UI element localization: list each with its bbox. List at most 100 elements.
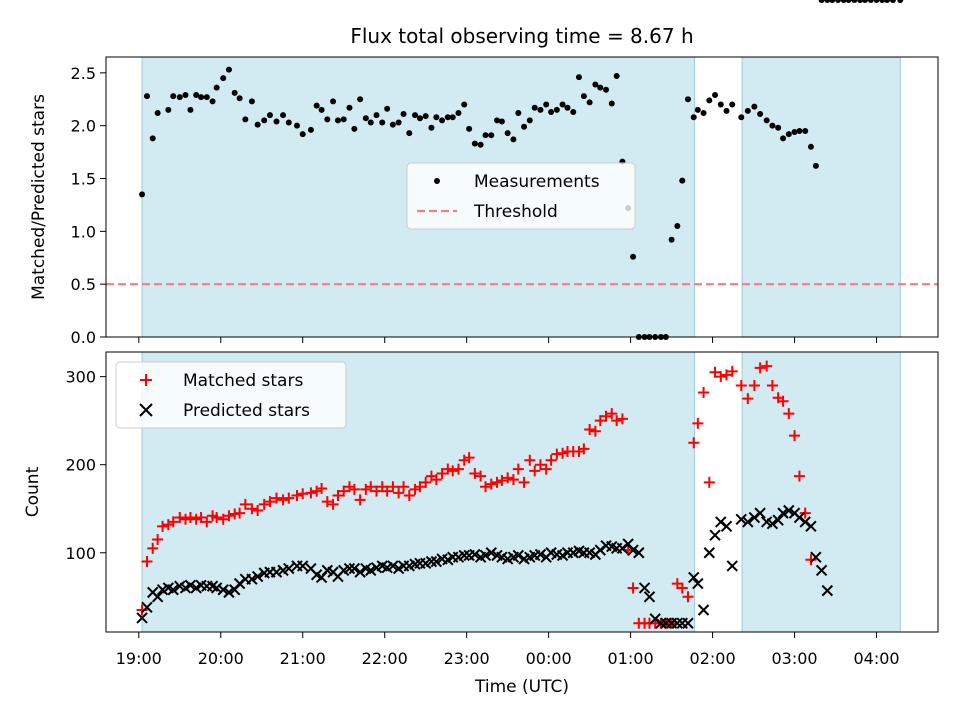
y-axis-label-bottom: Count xyxy=(23,466,43,517)
data-point xyxy=(763,117,770,124)
data-point xyxy=(709,529,721,541)
data-point xyxy=(793,470,805,482)
data-point xyxy=(502,472,514,484)
data-point xyxy=(143,93,150,100)
data-point xyxy=(223,586,235,599)
data-point xyxy=(559,101,566,108)
data-point xyxy=(162,519,174,531)
data-point xyxy=(498,118,505,125)
legend-box xyxy=(406,162,636,230)
data-point xyxy=(324,116,331,123)
data-point xyxy=(692,577,704,590)
data-point xyxy=(584,423,596,435)
data-point xyxy=(643,591,656,603)
data-point xyxy=(167,584,179,596)
data-point xyxy=(384,105,391,112)
data-point xyxy=(151,591,164,603)
data-point xyxy=(316,482,328,494)
data-point xyxy=(381,485,393,497)
data-point xyxy=(223,510,235,522)
data-point xyxy=(184,512,196,524)
data-point xyxy=(557,447,569,459)
data-point xyxy=(367,119,374,126)
data-point xyxy=(785,131,792,138)
data-point xyxy=(873,0,880,3)
x-tick-label: 22:00 xyxy=(362,649,408,668)
data-point xyxy=(807,143,814,150)
data-point xyxy=(469,468,481,480)
data-point xyxy=(717,101,724,108)
data-point xyxy=(690,114,697,121)
data-point xyxy=(491,476,503,488)
data-point xyxy=(346,104,353,111)
data-point xyxy=(627,582,639,594)
data-point xyxy=(387,481,399,493)
data-point xyxy=(469,548,481,561)
data-point xyxy=(343,481,355,493)
data-point xyxy=(703,547,716,559)
data-point xyxy=(297,560,309,572)
legend-label: Threshold xyxy=(473,202,558,222)
series-counts-1 xyxy=(137,505,834,629)
data-point xyxy=(277,494,289,506)
y-tick-label: 1.0 xyxy=(71,222,96,241)
y-tick-label: 300 xyxy=(65,368,96,387)
data-point xyxy=(840,0,847,3)
data-point xyxy=(845,0,852,3)
data-point xyxy=(545,454,557,466)
data-point xyxy=(735,513,747,526)
data-point xyxy=(266,112,273,119)
data-point xyxy=(818,0,825,3)
data-point xyxy=(580,93,587,100)
data-point xyxy=(655,617,667,629)
x-tick-label: 01:00 xyxy=(608,649,654,668)
data-point xyxy=(318,106,325,113)
data-point xyxy=(507,474,519,486)
legend-label: Matched stars xyxy=(183,371,303,391)
data-point xyxy=(283,492,295,504)
data-point xyxy=(371,485,383,497)
x-tick-label: 04:00 xyxy=(853,649,899,668)
data-point xyxy=(597,84,604,91)
data-point xyxy=(668,236,675,243)
data-point xyxy=(594,415,606,427)
data-point xyxy=(521,123,528,130)
series-counts-0 xyxy=(137,361,817,629)
legend-counts: Matched stars Predicted stars xyxy=(115,361,347,429)
data-point xyxy=(449,114,456,121)
data-point xyxy=(442,463,454,475)
data-point xyxy=(447,465,459,477)
x-tick-label: 20:00 xyxy=(198,649,244,668)
data-point xyxy=(398,481,410,493)
data-point xyxy=(485,547,497,559)
data-point xyxy=(291,490,303,502)
data-point xyxy=(485,478,497,490)
data-point xyxy=(638,582,651,594)
data-point xyxy=(167,516,179,528)
data-point xyxy=(147,542,159,554)
data-point xyxy=(365,481,377,493)
data-point xyxy=(688,437,700,449)
y-tick-label: 200 xyxy=(65,456,96,475)
data-point xyxy=(738,114,745,121)
data-point xyxy=(751,103,758,110)
data-point xyxy=(293,122,300,129)
data-point xyxy=(564,104,571,111)
data-point xyxy=(354,566,366,578)
data-point xyxy=(273,118,280,125)
data-point xyxy=(688,571,700,584)
data-point xyxy=(258,498,270,510)
data-point xyxy=(165,106,172,113)
data-point xyxy=(682,591,694,603)
data-point xyxy=(409,483,421,495)
data-point xyxy=(439,117,446,124)
data-point xyxy=(721,369,733,381)
data-point xyxy=(141,601,153,614)
data-point xyxy=(373,112,380,119)
y-tick-label: 0.0 xyxy=(71,328,96,347)
data-point xyxy=(603,86,610,93)
x-tick-label: 21:00 xyxy=(280,649,326,668)
data-point xyxy=(761,360,773,372)
data-point xyxy=(425,555,438,568)
data-point xyxy=(225,66,232,73)
